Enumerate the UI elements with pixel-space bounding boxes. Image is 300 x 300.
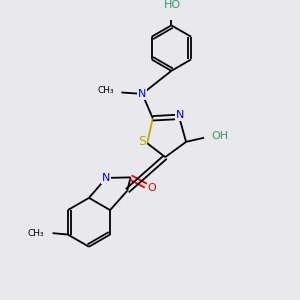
Text: N: N: [102, 173, 110, 183]
Text: N: N: [176, 110, 184, 120]
Text: O: O: [148, 184, 156, 194]
Text: N: N: [138, 89, 146, 99]
Text: CH₃: CH₃: [28, 229, 44, 238]
Text: OH: OH: [212, 131, 229, 141]
Text: HO: HO: [164, 0, 181, 11]
Text: S: S: [138, 135, 146, 148]
Text: CH₃: CH₃: [97, 86, 114, 95]
